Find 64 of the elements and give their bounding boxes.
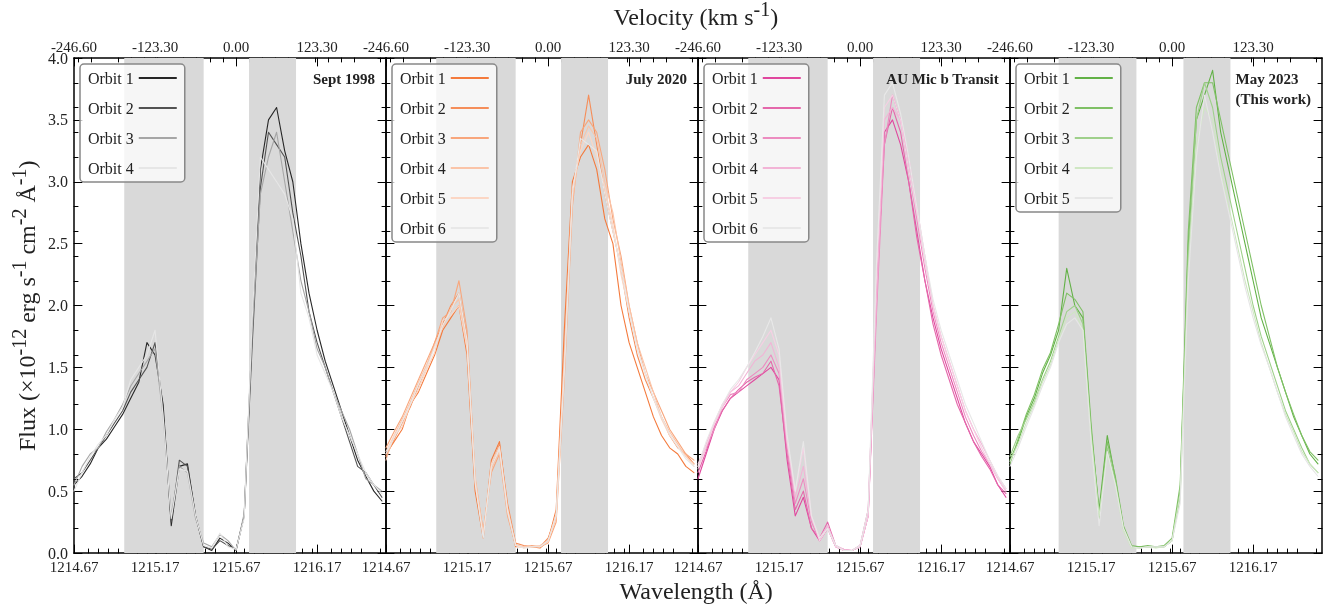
legend-label: Orbit 4 (87, 159, 134, 177)
legend-label: Orbit 2 (87, 99, 134, 117)
x2-tick-label: -123.30 (131, 38, 179, 55)
x2-tick-label: -123.30 (1067, 38, 1115, 55)
x-tick-label: 1216.17 (604, 558, 654, 575)
legend-label: Orbit 5 (711, 189, 758, 207)
y-tick-label: 3.0 (48, 173, 68, 191)
x2-tick-label: -246.60 (362, 38, 410, 55)
x-axis-title: Wavelength (Å) (619, 578, 773, 605)
x-tick-label: 1214.67 (985, 558, 1035, 575)
x-tick-label: 1215.67 (1147, 558, 1197, 575)
y-tick-label: 2.5 (48, 235, 68, 253)
legend-label: Orbit 3 (399, 129, 446, 147)
text: May 2023 (This work) (1235, 71, 1312, 108)
x-tick-label: 1214.67 (673, 558, 723, 575)
legend-label: Orbit 4 (711, 159, 758, 177)
y-tick-label: 0.5 (48, 482, 68, 500)
x-tick-label: 1215.17 (754, 558, 804, 575)
text: AU Mic b Transit (886, 71, 999, 87)
x-tick-label: 1215.67 (523, 558, 573, 575)
y-tick-label: 3.5 (48, 111, 68, 129)
legend-label: Orbit 1 (399, 69, 446, 87)
x2-tick-label: -123.30 (443, 38, 491, 55)
x-tick-label: 1216.17 (292, 558, 342, 575)
legend-label: Orbit 3 (87, 129, 134, 147)
x-tick-label: 1215.17 (442, 558, 492, 575)
x-tick-label: 1215.17 (1066, 558, 1116, 575)
x2-tick-label: 123.30 (296, 38, 338, 55)
legend-label: Orbit 4 (1023, 159, 1070, 177)
x2-tick-label: -123.30 (755, 38, 803, 55)
x2-tick-label: 0.00 (1158, 38, 1186, 55)
legend-label: Orbit 4 (399, 159, 446, 177)
y-tick-label: 1.5 (48, 358, 68, 376)
legend-label: Orbit 3 (1023, 129, 1070, 147)
x2-tick-label: -246.60 (674, 38, 722, 55)
x2-tick-label: 0.00 (846, 38, 874, 55)
text: Sept 1998 (312, 71, 376, 87)
legend-label: Orbit 2 (1023, 99, 1070, 117)
x-tick-label: 1214.67 (361, 558, 411, 575)
legend-label: Orbit 6 (399, 219, 446, 237)
x2-tick-label: 123.30 (920, 38, 962, 55)
x2-axis-title: Velocity (km s$^{-1}$) (613, 0, 779, 31)
y-tick-label: 2.0 (48, 297, 68, 314)
x2-tick-label: -246.60 (986, 38, 1034, 55)
legend-label: Orbit 1 (1023, 69, 1070, 87)
x-tick-label: 1215.17 (130, 558, 180, 575)
x2-tick-label: 123.30 (1232, 38, 1274, 55)
legend-label: Orbit 5 (1023, 189, 1070, 207)
legend-label: Orbit 1 (711, 69, 758, 87)
x2-tick-label: 123.30 (608, 38, 650, 55)
legend-label: Orbit 5 (399, 189, 446, 207)
legend-label: Orbit 1 (87, 69, 134, 87)
x2-tick-label: 0.00 (222, 38, 250, 55)
x-tick-label: 1215.67 (835, 558, 885, 575)
legend-label: Orbit 3 (711, 129, 758, 147)
x-tick-label: 1216.17 (1228, 558, 1278, 575)
x-tick-label: 1216.17 (916, 558, 966, 575)
legend-label: Orbit 2 (711, 99, 758, 117)
text: July 2020 (625, 71, 688, 87)
x-tick-label: 1215.67 (211, 558, 261, 575)
legend-label: Orbit 2 (399, 99, 446, 117)
x2-tick-label: 0.00 (534, 38, 562, 55)
legend-label: Orbit 6 (711, 219, 758, 237)
y-tick-label: 1.0 (48, 420, 68, 438)
